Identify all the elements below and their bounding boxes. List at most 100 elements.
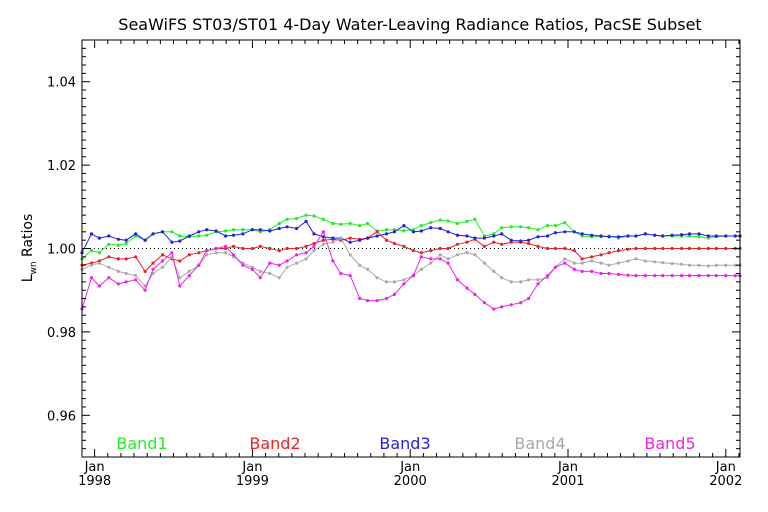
data-point-band5	[285, 259, 289, 263]
data-point-band1	[116, 243, 120, 247]
data-point-band3	[304, 219, 308, 223]
data-point-band1	[527, 226, 531, 230]
data-point-band4	[321, 242, 325, 246]
x-tick-label-month: Jan	[241, 460, 262, 475]
data-point-band1	[89, 249, 94, 253]
data-point-band5	[706, 274, 711, 278]
data-point-band5	[626, 273, 630, 277]
data-point-band5	[375, 299, 379, 303]
data-point-band5	[321, 230, 325, 234]
data-point-band2	[446, 246, 450, 251]
data-point-band1	[178, 234, 182, 238]
data-point-band2	[419, 251, 423, 255]
data-point-band2	[599, 253, 603, 257]
data-point-band2	[285, 246, 289, 251]
data-point-band2	[687, 246, 692, 251]
data-point-band1	[285, 217, 289, 221]
data-point-band1	[312, 214, 316, 218]
legend-item-band5: Band5	[644, 434, 695, 453]
data-point-band4	[527, 278, 531, 282]
legend: Band1 Band2 Band3 Band4 Band5	[116, 434, 695, 453]
data-point-band5	[312, 244, 316, 248]
data-point-band4	[572, 261, 576, 265]
data-point-band2	[545, 246, 550, 251]
data-point-band3	[348, 240, 352, 244]
data-point-band5	[553, 265, 558, 269]
data-point-band4	[339, 236, 343, 240]
data-point-band2	[697, 246, 701, 251]
data-point-band5	[661, 274, 665, 278]
data-point-band3	[680, 233, 684, 237]
data-point-band3	[455, 233, 460, 237]
data-point-band5	[224, 244, 228, 248]
data-point-band4	[285, 265, 289, 269]
data-point-band2	[580, 257, 584, 261]
data-point-band4	[402, 278, 406, 282]
x-tick-label-month: Jan	[715, 460, 736, 475]
data-point-band5	[590, 269, 594, 273]
data-point-band4	[626, 259, 630, 263]
data-point-band5	[151, 267, 155, 271]
data-point-band3	[527, 238, 531, 242]
data-point-band4	[419, 267, 423, 271]
data-point-band5	[429, 257, 433, 261]
data-point-band4	[358, 263, 362, 267]
data-point-band3	[366, 236, 370, 240]
y-axis-label-rest: Ratios	[20, 214, 36, 262]
data-point-band1	[465, 219, 469, 223]
data-point-band3	[599, 234, 603, 238]
data-point-band2	[455, 242, 460, 246]
data-point-band2	[634, 246, 638, 251]
data-point-band3	[411, 230, 415, 234]
data-point-band3	[643, 232, 647, 236]
data-point-band4	[634, 257, 638, 261]
data-point-band1	[295, 216, 299, 221]
data-point-band5	[170, 251, 174, 255]
data-point-band4	[348, 253, 352, 257]
data-point-band5	[402, 282, 406, 286]
data-point-band4	[268, 271, 272, 276]
data-point-band4	[661, 261, 665, 265]
data-point-band3	[97, 236, 101, 240]
data-point-band2	[553, 246, 558, 251]
y-tick-label: 0.98	[47, 326, 76, 341]
data-point-band5	[643, 274, 647, 278]
data-point-band5	[519, 301, 523, 305]
chart-title: SeaWiFS ST03/ST01 4-Day Water-Leaving Ra…	[118, 15, 701, 34]
data-point-band5	[482, 301, 486, 305]
data-point-band5	[205, 249, 209, 253]
data-point-band3	[500, 232, 504, 236]
data-point-band3	[580, 232, 584, 236]
data-point-band5	[197, 263, 201, 267]
data-point-band3	[626, 234, 630, 238]
data-point-band1	[446, 219, 450, 223]
data-point-band1	[277, 221, 281, 226]
data-point-band2	[277, 249, 281, 253]
data-point-band4	[392, 280, 396, 284]
data-point-band5	[500, 305, 504, 309]
data-point-band3	[268, 229, 272, 233]
data-point-band2	[384, 238, 389, 242]
data-point-band3	[178, 239, 182, 243]
data-point-band2	[438, 246, 442, 251]
data-point-band3	[482, 236, 486, 240]
data-point-band5	[268, 261, 272, 265]
series-line-band5	[81, 230, 740, 310]
data-point-band4	[580, 261, 584, 265]
data-point-band5	[258, 276, 262, 280]
data-point-band2	[492, 240, 496, 244]
data-point-band4	[724, 263, 728, 267]
data-point-band3	[670, 233, 674, 237]
data-point-band5	[634, 274, 638, 278]
data-point-band2	[724, 246, 728, 251]
data-point-band1	[500, 226, 504, 230]
data-point-band3	[375, 234, 379, 238]
data-point-band1	[321, 217, 325, 221]
data-point-band2	[411, 249, 415, 253]
data-point-band3	[277, 226, 281, 231]
data-point-band4	[687, 263, 692, 267]
data-point-band5	[724, 274, 728, 278]
data-point-band4	[366, 267, 370, 271]
data-point-band4	[312, 249, 316, 253]
